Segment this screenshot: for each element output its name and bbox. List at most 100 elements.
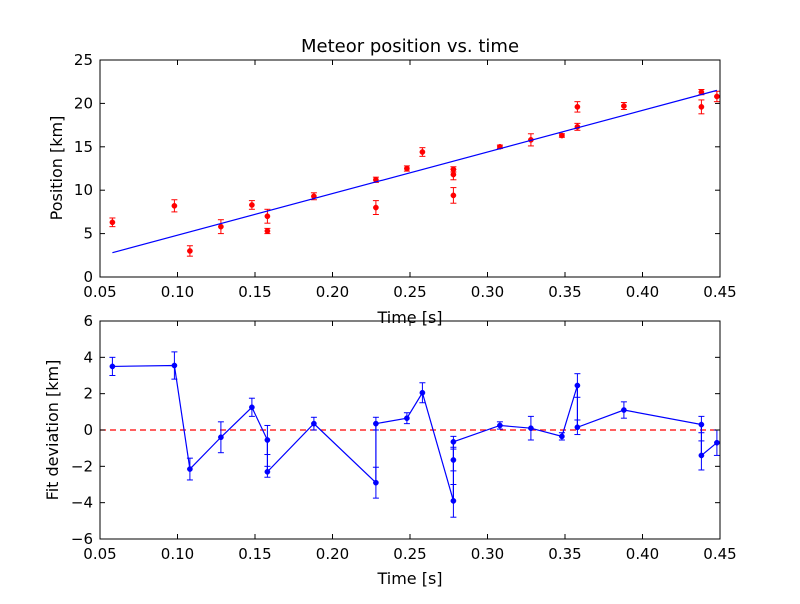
deviation-x-tick-label: 0.45 bbox=[703, 545, 736, 563]
position-point-marker bbox=[450, 171, 457, 178]
position-data-point bbox=[109, 217, 116, 228]
deviation-data-point bbox=[419, 382, 426, 404]
deviation-x-tick-label: 0.25 bbox=[393, 545, 426, 563]
deviation-point-marker bbox=[171, 362, 178, 369]
deviation-data-point bbox=[496, 421, 503, 430]
deviation-point-marker bbox=[264, 468, 271, 475]
deviation-data-point bbox=[698, 440, 705, 471]
deviation-data-point bbox=[171, 351, 178, 380]
deviation-data-point bbox=[248, 397, 255, 417]
position-point-marker bbox=[264, 213, 271, 220]
position-point-marker bbox=[714, 93, 720, 100]
position-point-marker bbox=[187, 248, 193, 254]
position-x-tick-label: 0.20 bbox=[316, 283, 349, 301]
deviation-point-marker bbox=[109, 363, 116, 370]
deviation-y-tick-label: 4 bbox=[83, 348, 93, 366]
position-y-tick-label: 20 bbox=[74, 94, 93, 112]
position-x-tick-label: 0.05 bbox=[83, 283, 116, 301]
position-fit-line bbox=[112, 89, 718, 254]
position-point-marker bbox=[373, 204, 379, 211]
deviation-point-marker bbox=[373, 420, 379, 427]
position-data-point bbox=[171, 199, 178, 213]
deviation-point-marker bbox=[404, 415, 410, 422]
deviation-data-point bbox=[264, 465, 271, 478]
deviation-x-tick-label: 0.30 bbox=[471, 545, 504, 563]
position-chart-y-axis-label: Position [km] bbox=[47, 116, 66, 221]
position-chart-ticks: 0.05 0.10 0.15 0.20 0.25 0.30 0.35 0.40 0.45 0 5 10… bbox=[74, 51, 737, 301]
position-point-marker bbox=[450, 192, 457, 199]
position-chart: Meteor position vs. time 0.05 0.10 0.15 0.2… bbox=[47, 36, 737, 327]
deviation-y-tick-label: −6 bbox=[71, 530, 93, 548]
deviation-chart: 0.05 0.10 0.15 0.20 0.25 0.30 0.35 0.40 0.45 −6 −4… bbox=[43, 312, 737, 588]
position-point-marker bbox=[109, 219, 116, 226]
deviation-point-marker bbox=[497, 422, 503, 429]
position-x-tick-label: 0.10 bbox=[161, 283, 194, 301]
deviation-point-marker bbox=[187, 466, 193, 472]
deviation-data-point bbox=[264, 424, 271, 456]
deviation-data-point bbox=[698, 415, 705, 434]
deviation-point-marker bbox=[714, 439, 720, 446]
deviation-x-tick-label: 0.15 bbox=[238, 545, 271, 563]
position-data-point bbox=[264, 208, 271, 224]
position-data-point bbox=[620, 102, 627, 110]
deviation-y-tick-label: −2 bbox=[71, 457, 93, 475]
deviation-chart-frame bbox=[99, 320, 721, 540]
position-data-point bbox=[248, 200, 255, 210]
chart-title: Meteor position vs. time bbox=[301, 36, 519, 57]
deviation-data-point bbox=[310, 416, 317, 431]
deviation-point-marker bbox=[450, 438, 457, 445]
position-point-marker bbox=[171, 202, 178, 209]
position-y-tick-label: 10 bbox=[74, 181, 93, 199]
position-data-point bbox=[186, 245, 193, 257]
position-point-marker bbox=[621, 103, 627, 109]
deviation-x-tick-label: 0.05 bbox=[83, 545, 116, 563]
deviation-chart-x-axis-label: Time [s] bbox=[376, 569, 442, 588]
deviation-y-tick-label: 0 bbox=[83, 421, 93, 439]
position-point-marker bbox=[559, 132, 565, 139]
deviation-point-marker bbox=[574, 382, 581, 389]
deviation-point-marker bbox=[528, 425, 534, 432]
deviation-point-marker bbox=[218, 434, 224, 441]
deviation-data-point bbox=[403, 412, 410, 425]
deviation-point-marker bbox=[450, 498, 457, 504]
deviation-data-point bbox=[372, 466, 379, 499]
deviation-data-point bbox=[574, 419, 581, 436]
position-y-tick-label: 0 bbox=[83, 268, 93, 286]
position-data-point bbox=[217, 219, 224, 235]
deviation-series-line bbox=[112, 364, 718, 502]
position-data-point bbox=[698, 99, 705, 115]
deviation-y-tick-label: 2 bbox=[83, 385, 93, 403]
deviation-point-marker bbox=[574, 424, 581, 431]
position-data-point bbox=[450, 168, 457, 181]
position-data-point bbox=[558, 132, 565, 139]
deviation-data-point bbox=[186, 457, 193, 481]
position-point-marker bbox=[574, 104, 581, 110]
deviation-data-point bbox=[450, 484, 457, 518]
position-data-point bbox=[372, 200, 379, 216]
position-x-tick-label: 0.40 bbox=[626, 283, 659, 301]
deviation-y-tick-label: 6 bbox=[83, 312, 93, 330]
deviation-point-marker bbox=[419, 389, 426, 396]
position-point-marker bbox=[264, 228, 271, 234]
position-point-marker bbox=[419, 149, 426, 155]
deviation-data-point bbox=[527, 415, 534, 441]
deviation-data-point bbox=[558, 432, 565, 441]
deviation-point-marker bbox=[311, 420, 317, 427]
position-data-point bbox=[403, 165, 410, 172]
deviation-point-marker bbox=[264, 437, 271, 443]
deviation-x-tick-label: 0.10 bbox=[161, 545, 194, 563]
position-point-marker bbox=[698, 104, 705, 110]
deviation-point-marker bbox=[621, 407, 627, 413]
deviation-point-marker bbox=[450, 457, 457, 463]
position-y-tick-label: 25 bbox=[74, 51, 93, 69]
deviation-point-marker bbox=[559, 433, 565, 440]
deviation-point-marker bbox=[698, 452, 705, 459]
deviation-chart-marks bbox=[100, 351, 720, 518]
deviation-data-point bbox=[217, 421, 224, 454]
position-chart-x-axis-label: Time [s] bbox=[376, 308, 442, 327]
position-x-tick-label: 0.30 bbox=[471, 283, 504, 301]
deviation-data-point bbox=[109, 356, 116, 376]
